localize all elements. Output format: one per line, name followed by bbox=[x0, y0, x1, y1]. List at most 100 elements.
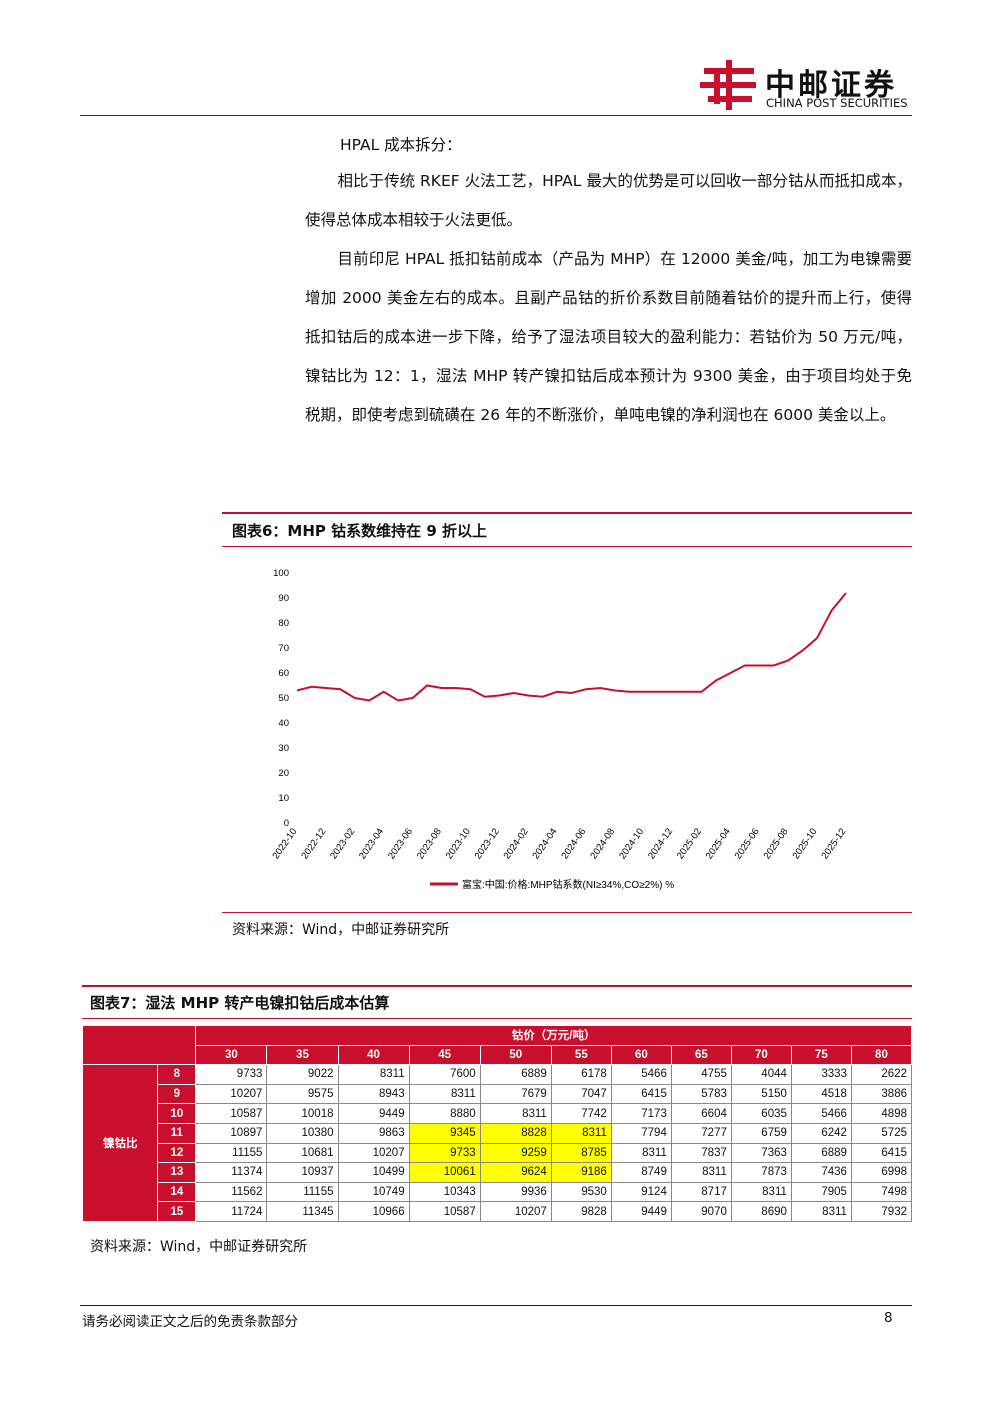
column-header: 30 bbox=[195, 1044, 268, 1066]
figure-rule bbox=[222, 512, 912, 514]
table-row: 10 10587 10018 9449 8880 8311 7742 7173 6604 6035… bbox=[83, 1103, 913, 1124]
column-header: 65 bbox=[670, 1044, 732, 1066]
table-cell: 10937 bbox=[266, 1162, 339, 1183]
table-cell: 8690 bbox=[730, 1201, 792, 1222]
table-cell: 7905 bbox=[790, 1181, 852, 1203]
table-cell: 9259 bbox=[479, 1142, 552, 1164]
figure-title: 图表7：湿法 MHP 转产电镍扣钴后成本估算 bbox=[90, 994, 390, 1012]
table-cell: 5725 bbox=[850, 1122, 913, 1144]
table-cell: 8311 bbox=[670, 1162, 732, 1183]
table-cell: 10897 bbox=[195, 1122, 268, 1144]
logo-cn: 中邮证券 bbox=[765, 68, 897, 103]
heading: HPAL 成本拆分： bbox=[340, 136, 462, 154]
table-row: 13 11374 10937 10499 10061 9624 9186 8749 8311 78… bbox=[83, 1162, 913, 1183]
table-cell: 8749 bbox=[610, 1162, 672, 1183]
table-cell: 5466 bbox=[790, 1103, 852, 1124]
logo-en: CHINA POST SECURITIES bbox=[766, 96, 908, 110]
column-group: 钴价（万元/吨） bbox=[195, 1025, 912, 1046]
x-tick-label: 2023-10 bbox=[444, 826, 473, 861]
table-row: 30 35 40 45 50 55 60 65 70 75 80 bbox=[83, 1044, 913, 1066]
row-label: 10 bbox=[157, 1103, 197, 1124]
column-header: 60 bbox=[610, 1044, 672, 1066]
table-cell: 10749 bbox=[337, 1181, 410, 1203]
table-cell: 10018 bbox=[266, 1103, 339, 1124]
table-cell: 8828 bbox=[479, 1122, 552, 1144]
x-tick-label: 2023-04 bbox=[357, 826, 386, 861]
table-cell: 8311 bbox=[610, 1142, 672, 1164]
y-tick-label: 20 bbox=[278, 768, 289, 779]
column-header: 75 bbox=[790, 1044, 852, 1066]
x-tick-label: 2024-02 bbox=[502, 826, 531, 861]
table-cell: 9733 bbox=[195, 1064, 268, 1085]
paragraph: 目前印尼 HPAL 抵扣钴前成本（产品为 MHP）在 12000 美金/吨，加工… bbox=[305, 250, 912, 424]
y-tick-label: 60 bbox=[278, 668, 289, 679]
table-cell: 9624 bbox=[479, 1162, 552, 1183]
table-cell: 6415 bbox=[850, 1142, 913, 1164]
row-label: 11 bbox=[157, 1122, 197, 1144]
table-cell: 10587 bbox=[195, 1103, 268, 1124]
y-tick-label: 80 bbox=[278, 618, 289, 629]
table-row: 14 11562 11155 10749 10343 9936 9530 9124 8717 83… bbox=[83, 1181, 913, 1203]
figure-rule bbox=[82, 985, 912, 987]
table-cell: 6242 bbox=[790, 1122, 852, 1144]
table-cell: 10966 bbox=[337, 1201, 410, 1222]
x-tick-label: 2025-10 bbox=[791, 826, 820, 861]
table-cell: 7873 bbox=[730, 1162, 792, 1183]
table-cell: 5783 bbox=[670, 1083, 732, 1105]
table-cell: 11374 bbox=[195, 1162, 268, 1183]
table-cell: 7742 bbox=[550, 1103, 612, 1124]
corner bbox=[81, 1024, 197, 1066]
disclaimer: 请务必阅读正文之后的免责条款部分 bbox=[82, 1314, 298, 1330]
x-tick-label: 2025-02 bbox=[675, 826, 704, 861]
table-cell: 6035 bbox=[730, 1103, 792, 1124]
table-cell: 2622 bbox=[850, 1064, 913, 1085]
table-cell: 8717 bbox=[670, 1181, 732, 1203]
table-row: 9 10207 9575 8943 8311 7679 7047 6415 5783 5150 45… bbox=[83, 1083, 913, 1105]
source: 资料来源：Wind，中邮证券研究所 bbox=[90, 1239, 308, 1255]
table-cell: 8311 bbox=[790, 1201, 852, 1222]
figure-rule bbox=[82, 1018, 912, 1019]
x-tick-label: 2024-04 bbox=[530, 826, 559, 861]
y-tick-label: 70 bbox=[278, 643, 289, 654]
x-tick-label: 2022-12 bbox=[299, 826, 328, 861]
footer-rule bbox=[80, 1305, 912, 1306]
table-cell: 9124 bbox=[610, 1181, 672, 1203]
table-cell: 8311 bbox=[479, 1103, 552, 1124]
table-cell: 8943 bbox=[337, 1083, 410, 1105]
x-tick-label: 2024-12 bbox=[646, 826, 675, 861]
x-tick-label: 2023-02 bbox=[328, 826, 357, 861]
table-cell: 9449 bbox=[610, 1201, 672, 1222]
table-cell: 7436 bbox=[790, 1162, 852, 1183]
table-cell: 8785 bbox=[550, 1142, 612, 1164]
table-cell: 11155 bbox=[195, 1142, 268, 1164]
figure-title: 图表6：MHP 钴系数维持在 9 折以上 bbox=[232, 522, 488, 540]
table-cell: 7600 bbox=[408, 1064, 481, 1085]
x-tick-label: 2023-12 bbox=[473, 826, 502, 861]
table-cell: 9530 bbox=[550, 1181, 612, 1203]
table-cell: 11155 bbox=[266, 1181, 339, 1203]
table-cell: 8880 bbox=[408, 1103, 481, 1124]
table-cell: 7794 bbox=[610, 1122, 672, 1144]
table-cell: 9936 bbox=[479, 1181, 552, 1203]
y-tick-label: 50 bbox=[278, 693, 289, 704]
column-header: 70 bbox=[730, 1044, 792, 1066]
table-cell: 8311 bbox=[408, 1083, 481, 1105]
source: 资料来源：Wind，中邮证券研究所 bbox=[232, 922, 450, 938]
row-label: 15 bbox=[157, 1201, 197, 1222]
table-cell: 9070 bbox=[670, 1201, 732, 1222]
table-cell: 9733 bbox=[408, 1142, 481, 1164]
x-tick-label: 2023-06 bbox=[386, 826, 415, 861]
table-cell: 11724 bbox=[195, 1201, 268, 1222]
x-tick-label: 2025-12 bbox=[819, 826, 848, 861]
table-cell: 10343 bbox=[408, 1181, 481, 1203]
table-cell: 7277 bbox=[670, 1122, 732, 1144]
table-cell: 6604 bbox=[670, 1103, 732, 1124]
x-tick-label: 2024-10 bbox=[617, 826, 646, 861]
column-header: 50 bbox=[479, 1044, 552, 1066]
table-cell: 8311 bbox=[550, 1122, 612, 1144]
x-tick-label: 2025-06 bbox=[733, 826, 762, 861]
y-tick-label: 30 bbox=[278, 743, 289, 754]
table-cell: 7498 bbox=[850, 1181, 913, 1203]
